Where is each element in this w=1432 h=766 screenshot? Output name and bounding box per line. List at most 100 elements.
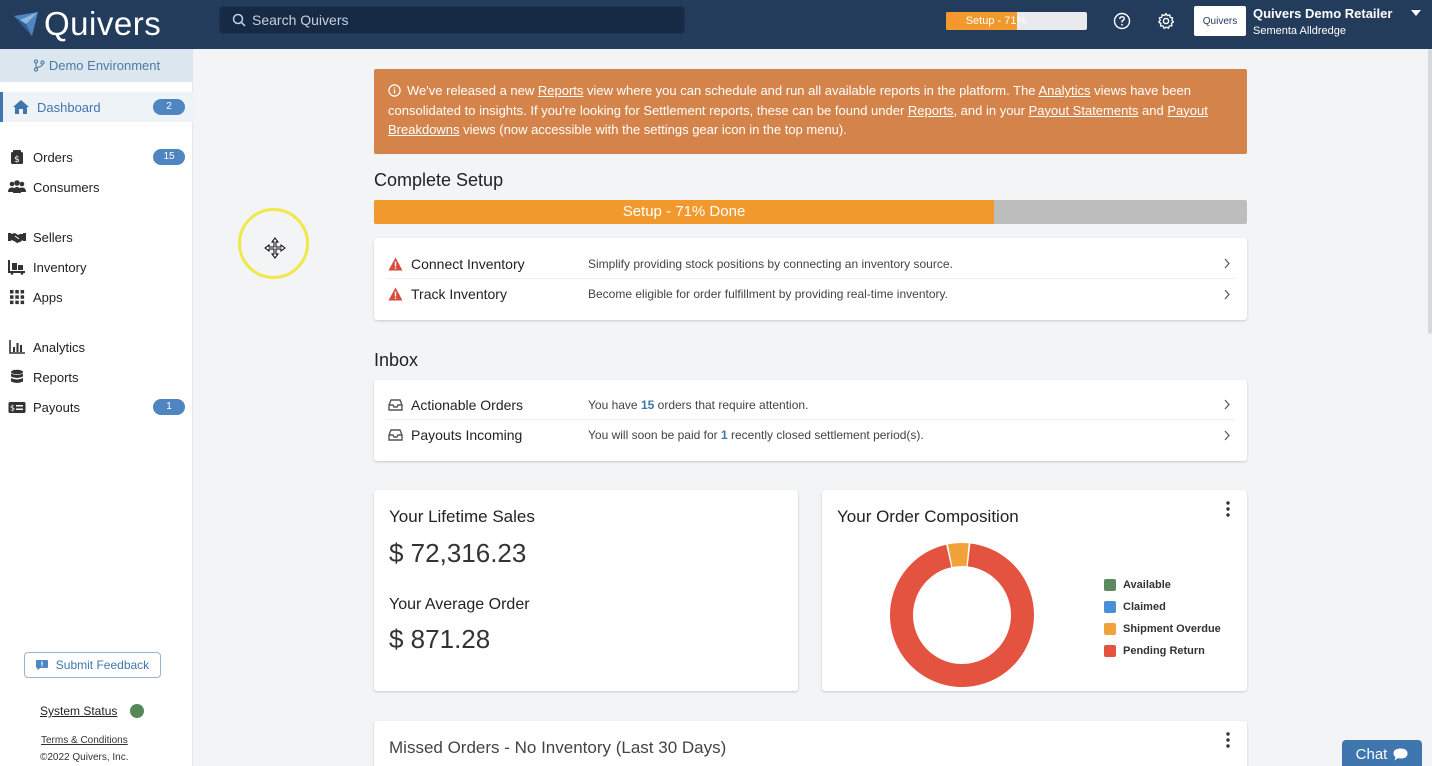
- setup-progress-pill[interactable]: Setup - 71%: [946, 12, 1087, 30]
- handshake-icon: [8, 233, 26, 243]
- page-scrollbar[interactable]: [1428, 49, 1432, 334]
- legend-swatch: [1104, 623, 1116, 635]
- inbox-title: Inbox: [374, 350, 419, 370]
- brand-logo[interactable]: Quivers: [12, 4, 161, 44]
- inbox-tray-icon: [388, 398, 403, 411]
- sidebar-item-label: Consumers: [33, 179, 100, 195]
- sidebar-item-label: Reports: [33, 369, 79, 385]
- legend-item-pending-return[interactable]: Pending Return: [1104, 640, 1221, 662]
- legend-label: Available: [1123, 579, 1171, 591]
- legend-swatch: [1104, 645, 1116, 657]
- top-bar: Quivers Setup - 71% Quivers Quivers Demo…: [0, 0, 1432, 49]
- notice-text: , and in your: [953, 102, 1029, 118]
- order-composition-donut-chart: [890, 543, 1034, 687]
- chat-button[interactable]: Chat: [1342, 740, 1422, 766]
- chat-label: Chat: [1355, 745, 1388, 763]
- lifetime-sales-card: Your Lifetime Sales $ 72,316.23 Your Ave…: [374, 490, 798, 691]
- inbox-item-description: You will soon be paid for 1 recently clo…: [588, 428, 924, 442]
- sidebar-item-payouts[interactable]: $ Payouts 1: [0, 392, 193, 422]
- inbox-tray-icon: [388, 429, 403, 441]
- sidebar-item-inventory[interactable]: Inventory: [0, 252, 193, 282]
- system-status-link[interactable]: System Status: [40, 704, 118, 718]
- legend-item-available[interactable]: Available: [1104, 574, 1221, 596]
- account-user: Sementa Alldredge: [1253, 25, 1346, 37]
- sidebar-item-sellers[interactable]: Sellers: [0, 222, 193, 252]
- setup-task-track-inventory[interactable]: Track Inventory Become eligible for orde…: [386, 279, 1235, 309]
- payouts-count-badge: 1: [153, 399, 185, 415]
- search-input[interactable]: [252, 12, 672, 28]
- setup-task-description: Become eligible for order fulfillment by…: [588, 287, 948, 301]
- payouts-incoming-count: 1: [720, 428, 728, 442]
- bar-chart-icon: [9, 340, 25, 354]
- inbox-card: Actionable Orders You have 15 orders tha…: [374, 380, 1247, 461]
- donut-slice-shipment-overdue[interactable]: [947, 543, 969, 567]
- order-composition-title: Your Order Composition: [837, 507, 1019, 526]
- reports-link[interactable]: Reports: [537, 83, 584, 98]
- grid-icon: [10, 290, 25, 305]
- sidebar-item-label: Inventory: [33, 259, 87, 275]
- setup-progress-bar-fill: [374, 200, 994, 224]
- inbox-item-description: You have 15 orders that require attentio…: [588, 397, 809, 412]
- sidebar-item-dashboard[interactable]: Dashboard 2: [0, 92, 193, 122]
- chevron-right-icon: [1224, 430, 1230, 440]
- setup-progress-pill-fill: [946, 12, 1017, 30]
- orders-icon: $: [11, 150, 23, 165]
- payout-breakdowns-link[interactable]: Payout Breakdowns: [388, 102, 1208, 138]
- setup-progress-pill-label: Setup - 71%: [965, 15, 1027, 27]
- submit-feedback-button[interactable]: Submit Feedback: [24, 652, 161, 678]
- inbox-item-actionable-orders[interactable]: Actionable Orders You have 15 orders tha…: [386, 390, 1235, 420]
- average-order-title: Your Average Order: [389, 596, 530, 613]
- sidebar-item-analytics[interactable]: Analytics: [0, 332, 193, 362]
- terms-link[interactable]: Terms & Conditions: [41, 735, 128, 746]
- setup-progress-bar-label: Setup - 71% Done: [622, 203, 746, 220]
- inbox-item-payouts-incoming[interactable]: Payouts Incoming You will soon be paid f…: [386, 420, 1235, 450]
- lifetime-sales-title: Your Lifetime Sales: [389, 507, 535, 526]
- environment-label: Demo Environment: [48, 58, 161, 73]
- chart-legend: Available Claimed Shipment Overdue Pendi…: [1104, 574, 1221, 662]
- legend-label: Shipment Overdue: [1123, 623, 1221, 635]
- quivers-logo-icon: [14, 12, 38, 36]
- payout-statements-link[interactable]: Payout Statements: [1028, 102, 1139, 118]
- notice-text: views have been consolidated to insights…: [388, 83, 1191, 118]
- analytics-link[interactable]: Analytics: [1038, 83, 1091, 98]
- chevron-right-icon: [1224, 399, 1230, 410]
- account-switcher[interactable]: Quivers Quivers Demo Retailer Sementa Al…: [1194, 6, 1424, 38]
- search-icon: [232, 13, 246, 27]
- notice-text: and: [1138, 102, 1168, 118]
- sidebar-item-label: Dashboard: [37, 99, 101, 115]
- missed-orders-title: Missed Orders - No Inventory (Last 30 Da…: [389, 738, 727, 757]
- help-icon[interactable]: [1113, 12, 1131, 30]
- inbox-item-label: Actionable Orders: [411, 396, 524, 413]
- inventory-icon: [8, 260, 25, 275]
- reports-link[interactable]: Reports: [907, 102, 954, 118]
- donut-slice-pending-return[interactable]: [890, 543, 1034, 687]
- branch-icon: [33, 59, 45, 72]
- gear-icon[interactable]: [1157, 12, 1175, 30]
- warning-icon: [388, 287, 403, 301]
- sidebar-item-apps[interactable]: Apps: [0, 282, 193, 312]
- svg-text:$: $: [10, 404, 15, 413]
- notice-text: views (now accessible with the settings …: [459, 122, 847, 137]
- orders-count-badge: 15: [153, 149, 185, 165]
- sidebar-item-label: Analytics: [33, 339, 86, 355]
- complete-setup-title: Complete Setup: [374, 170, 504, 190]
- system-status-indicator: [130, 704, 144, 718]
- brand-name: Quivers: [44, 5, 162, 42]
- sidebar-item-label: Orders: [33, 149, 73, 165]
- search-box[interactable]: [219, 6, 685, 34]
- more-options-icon[interactable]: [1226, 501, 1230, 517]
- more-options-icon[interactable]: [1226, 732, 1230, 748]
- money-icon: $: [8, 402, 26, 413]
- legend-item-shipment-overdue[interactable]: Shipment Overdue: [1104, 618, 1221, 640]
- svg-text:$: $: [14, 155, 20, 165]
- order-composition-card: Your Order Composition Available Claimed…: [822, 490, 1247, 691]
- sidebar-item-orders[interactable]: $ Orders 15: [0, 142, 193, 172]
- environment-banner: Demo Environment: [0, 49, 193, 82]
- setup-task-connect-inventory[interactable]: Connect Inventory Simplify providing sto…: [386, 249, 1235, 279]
- actionable-orders-count: 15: [640, 397, 655, 412]
- legend-item-claimed[interactable]: Claimed: [1104, 596, 1221, 618]
- sidebar-item-consumers[interactable]: Consumers: [0, 172, 193, 202]
- account-logo: Quivers: [1194, 6, 1246, 36]
- setup-tasks-card: Connect Inventory Simplify providing sto…: [374, 238, 1247, 320]
- sidebar-item-reports[interactable]: Reports: [0, 362, 193, 392]
